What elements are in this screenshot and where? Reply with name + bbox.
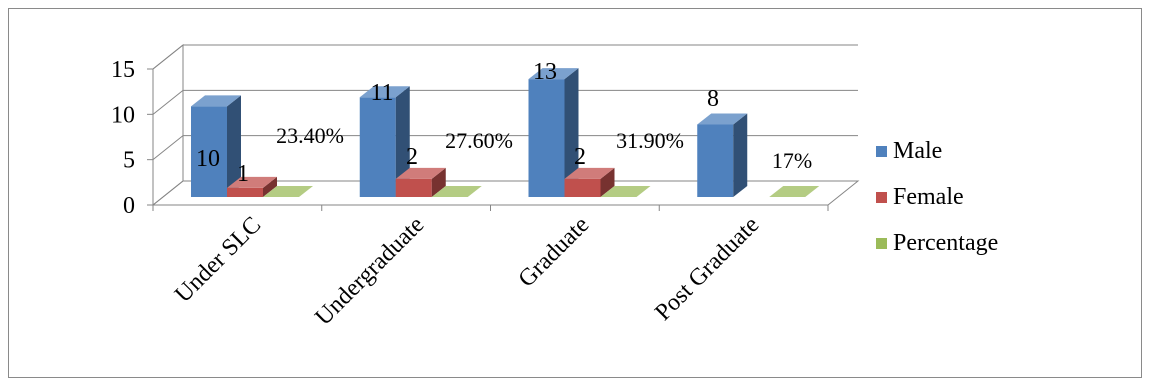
bar-side-male-0: [227, 95, 241, 197]
legend-label-percentage: Percentage: [893, 230, 998, 256]
data-label-female: 2: [406, 144, 418, 170]
gridline-diagonal: [152, 135, 184, 161]
bar-top-percentage-2: [600, 186, 651, 197]
x-tick-label: Graduate: [514, 212, 595, 293]
bar-male-1: [359, 97, 396, 197]
data-label-male: 8: [707, 86, 719, 112]
x-tick-label: Post Graduate: [650, 212, 764, 326]
gridline-diagonal: [152, 89, 184, 115]
legend-label-male: Male: [893, 138, 942, 164]
bar-male-0: [191, 106, 227, 197]
bar-top-male-3: [697, 113, 748, 125]
data-label-male: 11: [370, 80, 393, 106]
data-label-percentage: 17%: [772, 148, 812, 173]
bar-female-1: [395, 178, 432, 197]
bar-top-female-1: [395, 167, 446, 179]
bar-side-female-2: [600, 167, 615, 197]
bar-female-0: [227, 187, 263, 197]
data-label-male: 13: [533, 59, 557, 85]
data-label-female: 1: [237, 161, 249, 187]
bar-top-female-0: [227, 176, 277, 188]
bar-side-male-1: [395, 86, 410, 197]
bar-top-percentage-0: [263, 186, 313, 197]
bar-top-male-0: [191, 95, 241, 107]
data-label-percentage: 31.90%: [616, 128, 684, 153]
chart-left-wall: [152, 43, 184, 207]
y-tick-label: 5: [123, 148, 135, 174]
bar-female-2: [564, 178, 601, 197]
legend-label-female: Female: [893, 184, 964, 210]
bar-side-male-3: [733, 113, 748, 197]
x-tick-label: Under SLC: [170, 212, 266, 308]
data-label-percentage: 23.40%: [276, 123, 344, 148]
data-label-percentage: 27.60%: [445, 128, 513, 153]
gridline-diagonal: [152, 44, 184, 70]
bar-side-female-1: [431, 167, 446, 197]
bar-top-female-2: [564, 167, 615, 179]
legend-swatch-percentage: [876, 238, 887, 249]
bar-side-female-0: [263, 176, 277, 197]
bar-top-male-1: [359, 86, 410, 98]
y-tick-label: 15: [111, 57, 135, 83]
bar-male-3: [697, 124, 734, 197]
legend-swatch-male: [876, 146, 887, 157]
x-tick-label: Undergraduate: [310, 212, 429, 331]
y-tick-label: 10: [111, 102, 135, 128]
legend-swatch-female: [876, 192, 887, 203]
data-label-female: 2: [574, 144, 586, 170]
bar-side-male-2: [564, 68, 579, 197]
bar-male-2: [528, 79, 565, 197]
bar-top-percentage-3: [769, 186, 820, 197]
bar-top-male-2: [528, 68, 579, 80]
y-tick-label: 0: [123, 193, 135, 219]
bar-top-percentage-1: [431, 186, 482, 197]
data-label-male: 10: [196, 146, 220, 172]
